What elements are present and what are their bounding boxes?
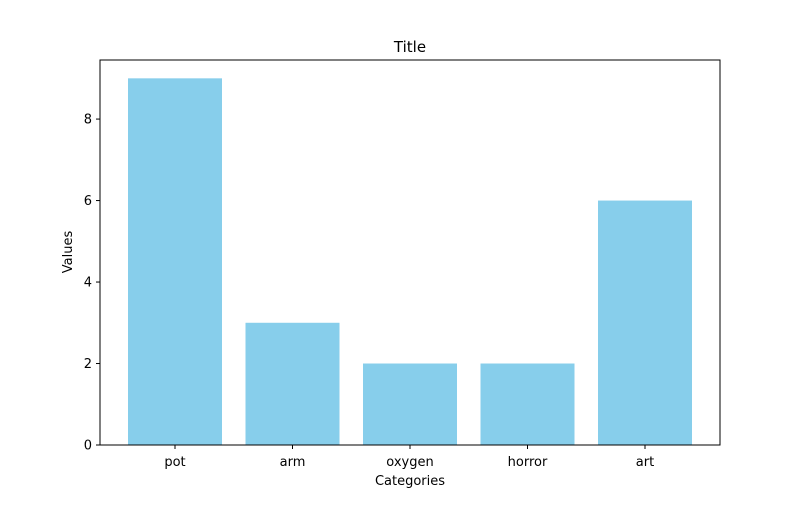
y-tick-label: 2 [84, 357, 92, 372]
x-tick-label: horror [508, 455, 548, 470]
plot-area-frame [99, 59, 721, 446]
y-tick-label: 8 [84, 113, 92, 128]
x-tick-label: pot [164, 455, 185, 470]
y-tick-label: 4 [84, 276, 92, 291]
bar-horror [480, 363, 575, 445]
ticks-layer: pot arm oxygen horror art 0 2 4 6 8 [84, 113, 654, 470]
y-tick-label: 0 [84, 439, 92, 454]
bars-layer [128, 78, 692, 445]
x-tick-label: oxygen [386, 455, 433, 470]
bar-arm [245, 322, 340, 445]
x-tick-label: art [636, 455, 654, 470]
bar-art [598, 200, 692, 445]
x-tick-label: arm [280, 455, 306, 470]
y-tick-label: 6 [84, 194, 92, 209]
x-axis-label: Categories [375, 474, 445, 489]
y-axis-label: Values [61, 231, 76, 274]
chart-title: Title [393, 38, 426, 56]
bar-pot [128, 78, 222, 445]
bar-oxygen [363, 363, 457, 445]
